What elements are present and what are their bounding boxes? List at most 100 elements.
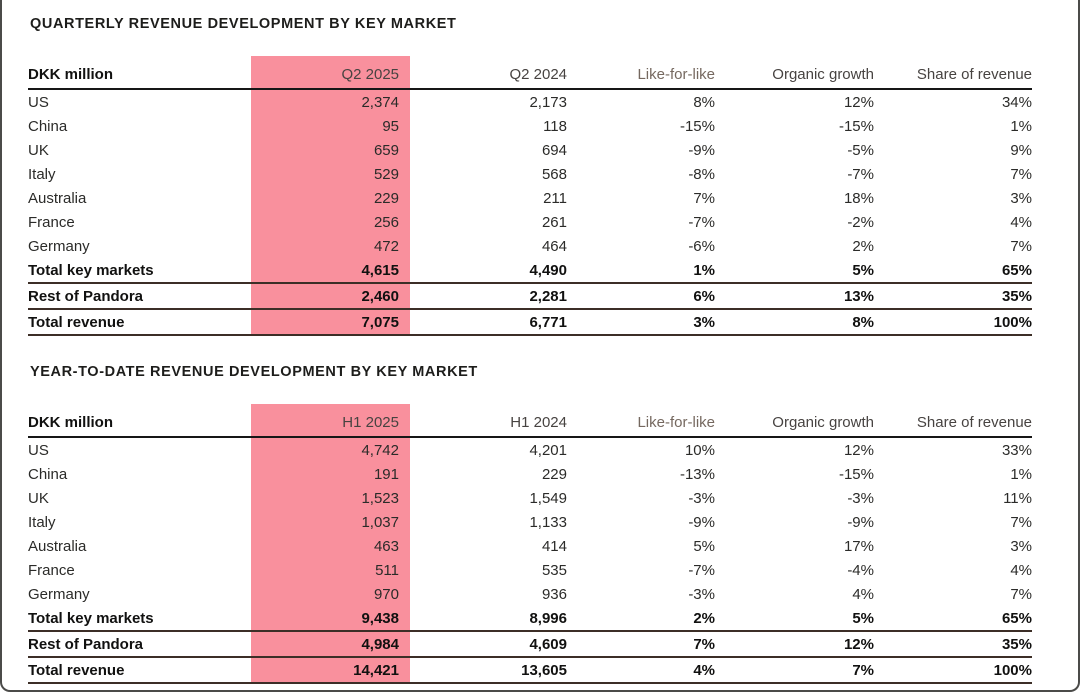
cell-total-revenue-organic-growth: 7% (727, 657, 886, 684)
row-label: Rest of Pandora (28, 631, 251, 658)
cell-germany-q2-2025: 472 (251, 234, 410, 258)
row-label: China (28, 465, 68, 483)
column-header-dkk-million: DKK million (28, 404, 251, 438)
cell-italy-q2-2024: 568 (541, 165, 567, 183)
cell-germany-like-for-like: -6% (688, 237, 715, 255)
cell-rest-of-pandora-organic-growth: 13% (727, 283, 886, 310)
quarterly-revenue-section: QUARTERLY REVENUE DEVELOPMENT BY KEY MAR… (28, 16, 1032, 336)
cell-germany-like-for-like: -3% (688, 585, 715, 603)
cell-uk-like-for-like: -3% (688, 489, 715, 507)
cell-uk-organic-growth: -3% (847, 489, 874, 507)
cell-france-q2-2024: 261 (541, 213, 567, 231)
cell-us-q2-2025: 2,374 (251, 89, 410, 114)
cell-us-h1-2025: 4,742 (251, 437, 410, 462)
table-row-rest-of-pandora: Rest of Pandora 4,984 4,609 7% 12% 35% (28, 631, 1032, 658)
table-row-us: US 4,742 4,201 10% 12% 33% (28, 437, 1032, 462)
column-header-q2-2024: Q2 2024 (410, 56, 579, 90)
cell-china-q2-2025: 95 (251, 114, 410, 138)
cell-total-key-markets-q2-2025: 4,615 (251, 258, 410, 284)
cell-rest-of-pandora-organic-growth: 12% (727, 631, 886, 658)
cell-rest-of-pandora-share-of-revenue: 35% (886, 283, 1032, 310)
cell-italy-h1-2024: 1,133 (529, 513, 567, 531)
cell-us-share-of-revenue: 34% (1001, 93, 1032, 111)
row-label: Germany (28, 237, 90, 255)
table-row-rest-of-pandora: Rest of Pandora 2,460 2,281 6% 13% 35% (28, 283, 1032, 310)
cell-total-revenue-like-for-like: 4% (579, 657, 727, 684)
column-header-like-for-like: Like-for-like (579, 56, 727, 90)
cell-france-share-of-revenue: 4% (1010, 213, 1032, 231)
cell-total-key-markets-share-of-revenue: 65% (886, 258, 1032, 284)
column-header-share-of-revenue: Share of revenue (886, 404, 1032, 438)
cell-total-revenue-h1-2025: 14,421 (251, 657, 410, 684)
cell-china-organic-growth: -15% (838, 117, 874, 135)
cell-total-revenue-like-for-like: 3% (579, 309, 727, 336)
cell-total-revenue-share-of-revenue: 100% (886, 309, 1032, 336)
cell-total-revenue-h1-2024: 13,605 (410, 657, 579, 684)
cell-italy-organic-growth: -7% (847, 165, 874, 183)
cell-us-h1-2024: 4,201 (529, 441, 567, 459)
cell-total-revenue-q2-2024: 6,771 (410, 309, 579, 336)
cell-france-h1-2025: 511 (251, 558, 410, 582)
cell-uk-share-of-revenue: 11% (1003, 489, 1032, 507)
cell-uk-organic-growth: -5% (847, 141, 874, 159)
table-row-total-revenue: Total revenue 7,075 6,771 3% 8% 100% (28, 309, 1032, 336)
cell-total-key-markets-organic-growth: 5% (727, 258, 886, 284)
cell-china-share-of-revenue: 1% (1010, 465, 1032, 483)
cell-total-key-markets-q2-2024: 4,490 (410, 258, 579, 284)
cell-france-like-for-like: -7% (688, 561, 715, 579)
report-page: QUARTERLY REVENUE DEVELOPMENT BY KEY MAR… (2, 0, 1032, 684)
row-label: US (28, 93, 49, 111)
cell-rest-of-pandora-q2-2025: 2,460 (251, 283, 410, 310)
cell-uk-share-of-revenue: 9% (1010, 141, 1032, 159)
cell-italy-like-for-like: -8% (688, 165, 715, 183)
row-label: Rest of Pandora (28, 283, 251, 310)
cell-rest-of-pandora-like-for-like: 7% (579, 631, 727, 658)
cell-australia-h1-2024: 414 (541, 537, 567, 555)
table-row-australia: Australia 463 414 5% 17% 3% (28, 534, 1032, 558)
cell-australia-q2-2025: 229 (251, 186, 410, 210)
header-row: DKK million Q2 2025 Q2 2024 Like-for-like Or… (28, 56, 1032, 90)
cell-germany-organic-growth: 4% (852, 585, 874, 603)
table-row-italy: Italy 529 568 -8% -7% 7% (28, 162, 1032, 186)
cell-italy-q2-2025: 529 (251, 162, 410, 186)
cell-total-revenue-q2-2025: 7,075 (251, 309, 410, 336)
row-label: Total revenue (28, 309, 251, 336)
cell-france-share-of-revenue: 4% (1010, 561, 1032, 579)
cell-uk-q2-2025: 659 (251, 138, 410, 162)
cell-rest-of-pandora-like-for-like: 6% (579, 283, 727, 310)
table-row-france: France 256 261 -7% -2% 4% (28, 210, 1032, 234)
cell-total-revenue-share-of-revenue: 100% (886, 657, 1032, 684)
cell-italy-like-for-like: -9% (688, 513, 715, 531)
cell-australia-q2-2024: 211 (543, 189, 567, 207)
cell-china-like-for-like: -15% (679, 117, 715, 135)
row-label: Australia (28, 189, 87, 207)
table-row-germany: Germany 472 464 -6% 2% 7% (28, 234, 1032, 258)
cell-uk-q2-2024: 694 (541, 141, 567, 159)
cell-italy-organic-growth: -9% (847, 513, 874, 531)
row-label: China (28, 117, 68, 135)
row-label: Total key markets (28, 258, 251, 284)
cell-australia-h1-2025: 463 (251, 534, 410, 558)
quarterly-revenue-table: DKK million Q2 2025 Q2 2024 Like-for-like Or… (28, 56, 1032, 336)
cell-china-h1-2024: 229 (541, 465, 567, 483)
cell-italy-share-of-revenue: 7% (1010, 165, 1032, 183)
cell-china-q2-2024: 118 (543, 117, 567, 135)
table-row-us: US 2,374 2,173 8% 12% 34% (28, 89, 1032, 114)
table-row-total-key-markets: Total key markets 9,438 8,996 2% 5% 65% (28, 606, 1032, 632)
row-label: UK (28, 489, 49, 507)
ytd-section-title: YEAR-TO-DATE REVENUE DEVELOPMENT BY KEY … (30, 364, 478, 380)
row-label: Australia (28, 537, 87, 555)
cell-germany-q2-2024: 464 (541, 237, 567, 255)
ytd-revenue-table: DKK million H1 2025 H1 2024 Like-for-like Or… (28, 404, 1032, 684)
cell-uk-h1-2025: 1,523 (251, 486, 410, 510)
cell-total-key-markets-like-for-like: 2% (579, 606, 727, 632)
header-row: DKK million H1 2025 H1 2024 Like-for-like Or… (28, 404, 1032, 438)
column-header-h1-2025: H1 2025 (251, 404, 410, 438)
row-label: Germany (28, 585, 90, 603)
row-label: France (28, 213, 75, 231)
cell-uk-like-for-like: -9% (688, 141, 715, 159)
table-row-china: China 191 229 -13% -15% 1% (28, 462, 1032, 486)
cell-uk-h1-2024: 1,549 (529, 489, 567, 507)
table-row-uk: UK 1,523 1,549 -3% -3% 11% (28, 486, 1032, 510)
table-row-uk: UK 659 694 -9% -5% 9% (28, 138, 1032, 162)
